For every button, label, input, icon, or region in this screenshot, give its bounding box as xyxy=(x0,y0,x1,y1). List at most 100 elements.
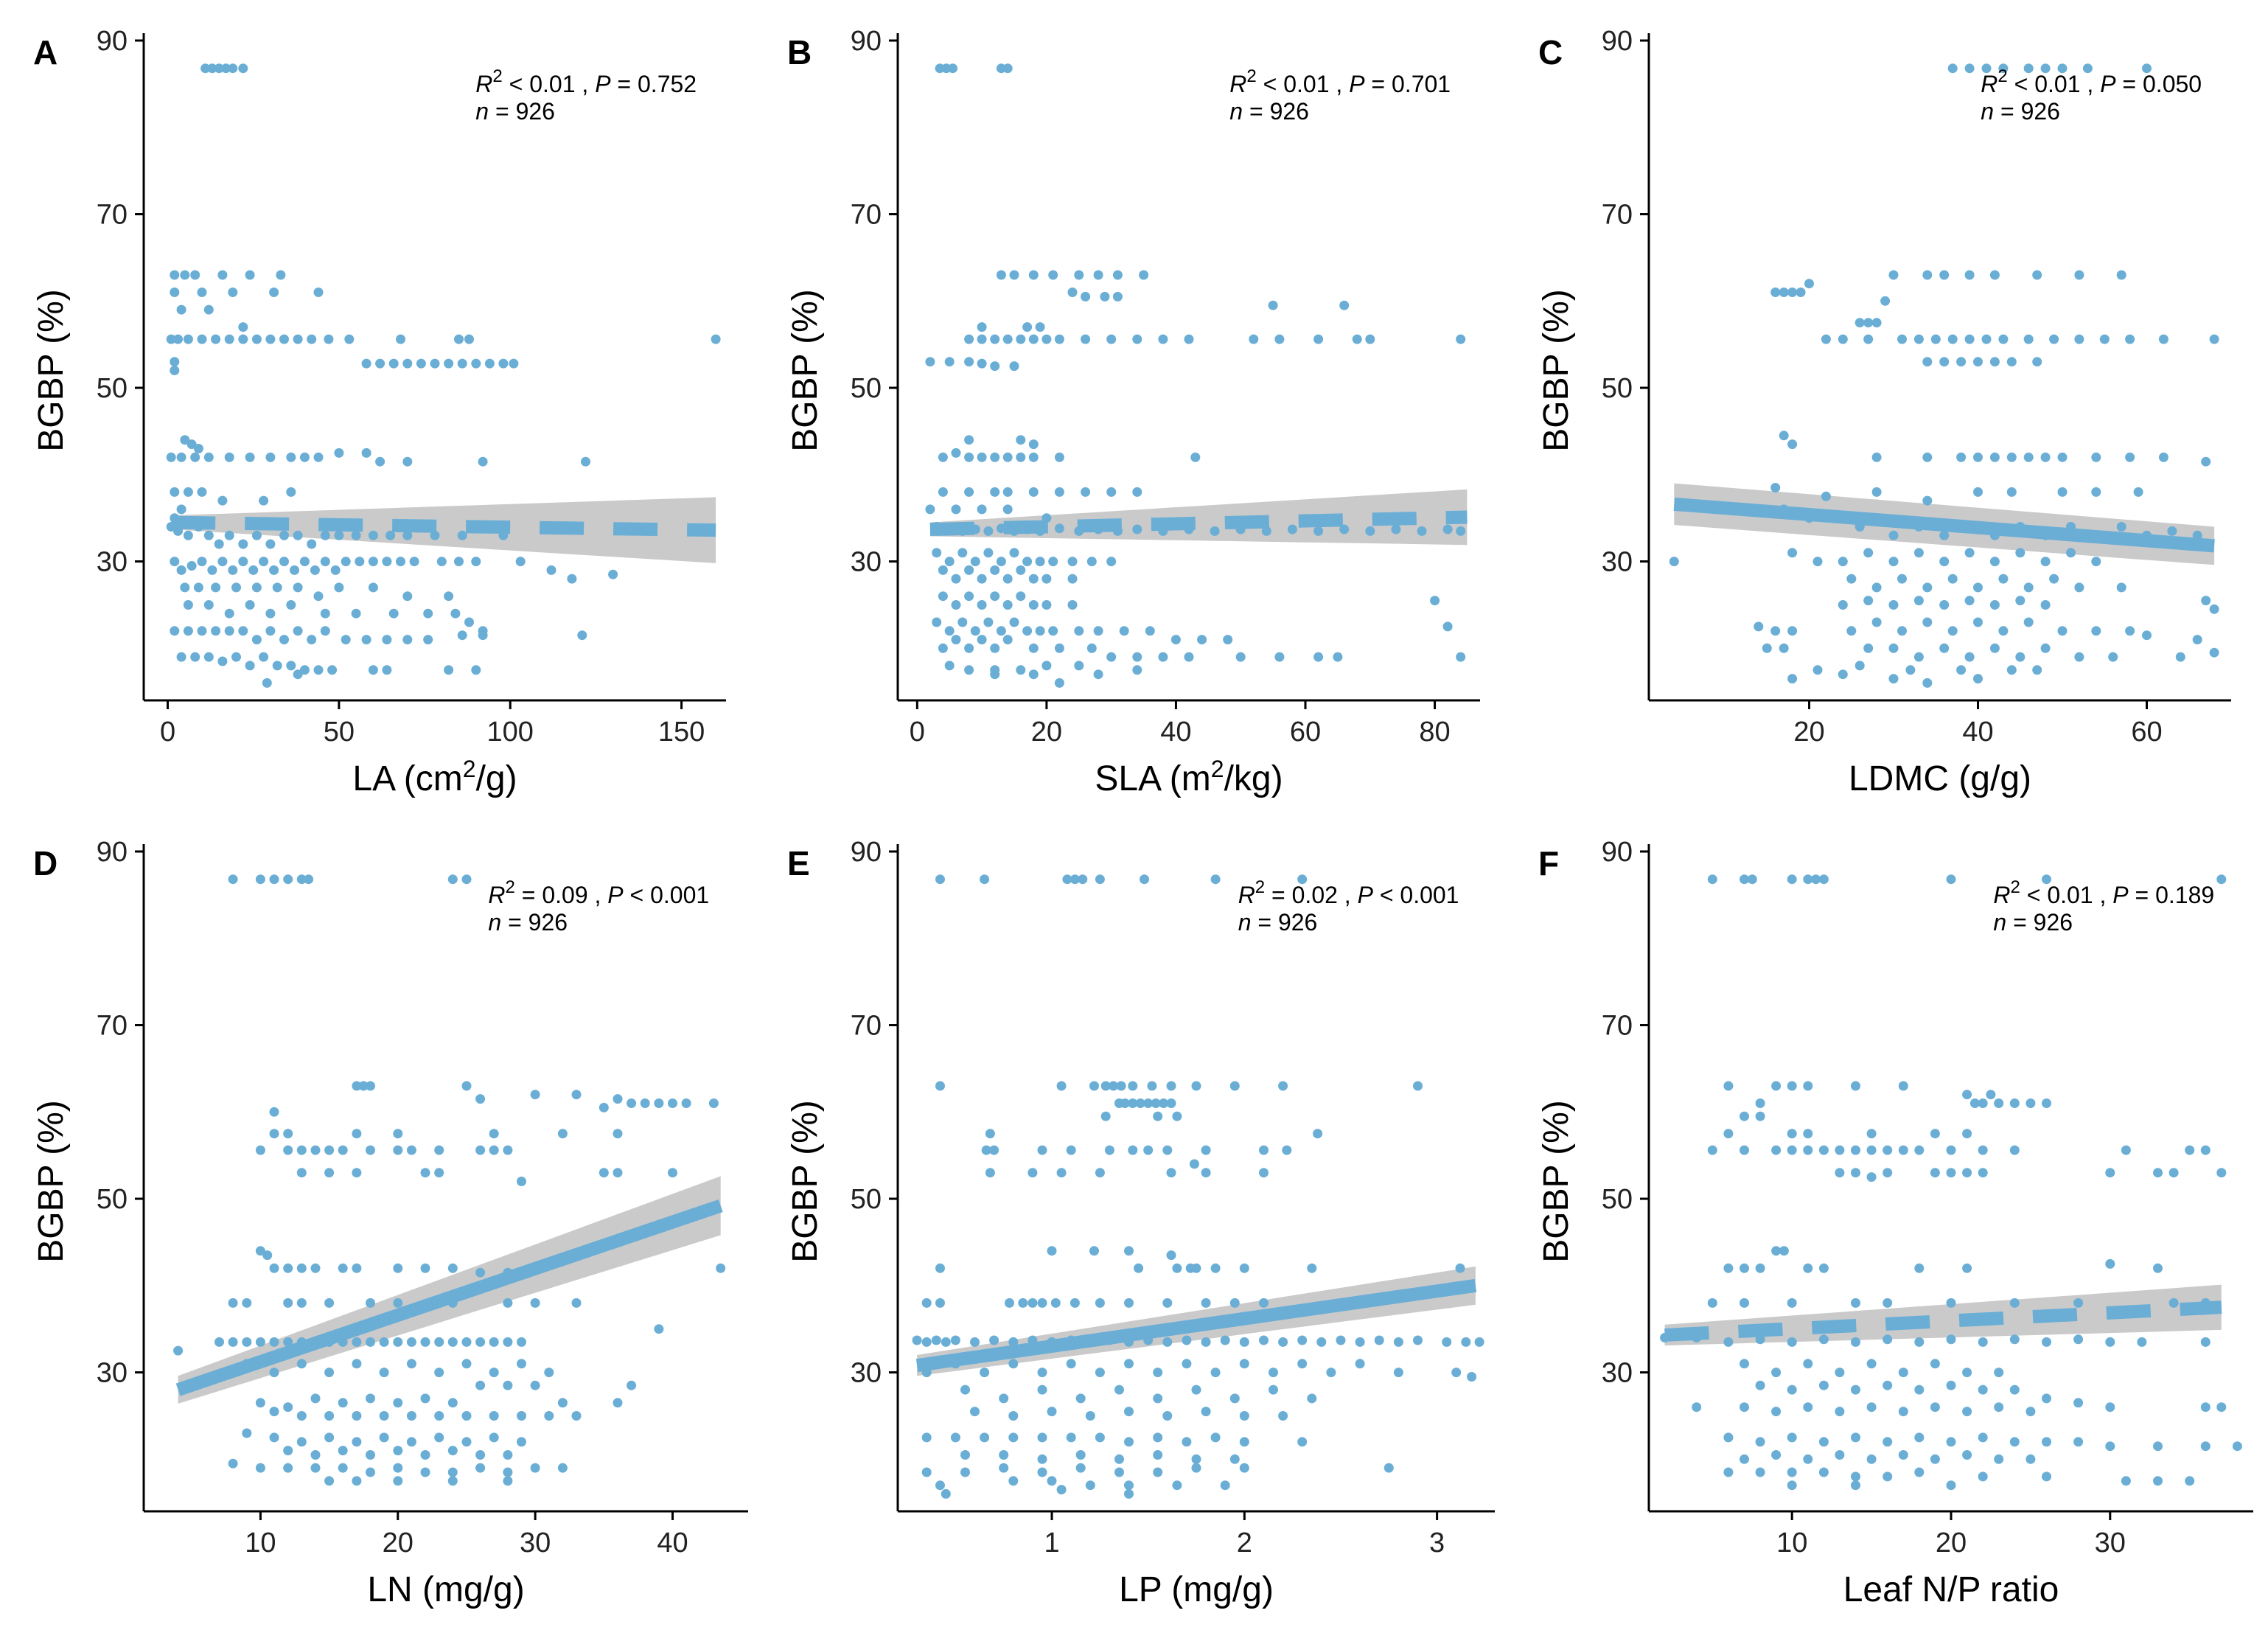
data-point xyxy=(1041,574,1052,584)
data-point xyxy=(1939,270,1950,280)
data-point xyxy=(1930,334,1941,344)
data-point xyxy=(402,591,413,602)
data-point xyxy=(2057,626,2068,636)
data-point xyxy=(1339,524,1350,534)
data-point xyxy=(2032,270,2042,280)
confidence-band xyxy=(178,1176,721,1404)
data-point xyxy=(1159,1098,1169,1108)
data-point xyxy=(1692,1402,1702,1413)
data-point xyxy=(1898,1450,1908,1460)
data-point xyxy=(1048,626,1058,636)
data-point xyxy=(1249,334,1259,344)
data-point xyxy=(1326,1368,1336,1378)
regression-line xyxy=(175,1199,723,1396)
data-point xyxy=(983,617,994,627)
data-point xyxy=(366,1081,375,1091)
data-point xyxy=(1897,334,1907,344)
data-point xyxy=(176,652,186,662)
data-point xyxy=(1182,1359,1192,1369)
data-point xyxy=(224,334,234,344)
data-point xyxy=(1905,665,1916,675)
data-point xyxy=(361,635,371,645)
data-point xyxy=(2009,1334,2020,1345)
data-point xyxy=(941,1488,951,1499)
data-point xyxy=(447,1467,458,1477)
data-point xyxy=(1818,1467,1829,1477)
data-point xyxy=(503,1337,513,1347)
data-point xyxy=(1134,1263,1144,1273)
data-point xyxy=(1028,669,1039,680)
data-point xyxy=(951,504,961,515)
data-point xyxy=(2167,526,2177,536)
data-point xyxy=(1016,435,1026,445)
data-point xyxy=(1456,334,1466,344)
data-point xyxy=(1022,557,1033,567)
data-point xyxy=(1172,1480,1182,1491)
data-point xyxy=(530,1463,540,1473)
data-point xyxy=(951,447,961,458)
data-point xyxy=(2153,1263,2163,1273)
panel-b: 30 50 70 90 0 20 40 60 80 B BGBP (%) SLA (m2/kg) R2 … xyxy=(786,26,1480,798)
data-point xyxy=(2066,548,2076,558)
data-point xyxy=(406,1437,416,1447)
data-point xyxy=(2023,334,2034,344)
data-point xyxy=(2057,452,2068,462)
data-point xyxy=(2042,1437,2051,1447)
data-point xyxy=(1898,1145,1908,1155)
data-point xyxy=(1066,1145,1076,1155)
data-point xyxy=(396,334,405,344)
data-point xyxy=(2153,1168,2163,1178)
regression-line xyxy=(1664,1300,2222,1342)
data-point xyxy=(338,1463,348,1473)
data-point xyxy=(176,452,186,462)
data-point xyxy=(1197,635,1207,645)
x-tick-label: 3 xyxy=(1429,1528,1445,1558)
data-point xyxy=(613,1129,623,1139)
data-point xyxy=(950,1335,960,1345)
data-point xyxy=(238,63,248,74)
data-point xyxy=(393,1337,403,1347)
data-point xyxy=(176,565,186,575)
data-point xyxy=(1803,1145,1813,1155)
data-point xyxy=(1787,1298,1797,1308)
data-point xyxy=(1914,1467,1925,1477)
data-point xyxy=(1998,626,2009,636)
regression-line xyxy=(171,515,716,537)
confidence-band xyxy=(929,489,1468,546)
data-point xyxy=(375,456,385,467)
regression-line xyxy=(1673,497,2215,553)
data-point xyxy=(1897,574,1907,584)
data-point xyxy=(977,504,987,515)
data-point xyxy=(2040,452,2051,462)
data-point xyxy=(1922,270,1933,280)
data-point xyxy=(1998,574,2009,584)
data-point xyxy=(1946,1334,1956,1345)
y-tick-label: 90 xyxy=(851,837,882,868)
data-point xyxy=(228,1298,238,1308)
panel-letter: E xyxy=(787,844,810,882)
data-point xyxy=(1085,1411,1095,1421)
data-point xyxy=(406,1145,416,1155)
data-point xyxy=(1413,1081,1423,1091)
data-point xyxy=(1201,1145,1211,1155)
data-point xyxy=(1268,300,1278,310)
data-point xyxy=(2125,626,2135,636)
data-point xyxy=(2105,1441,2115,1452)
data-point xyxy=(1803,1359,1813,1369)
data-point xyxy=(361,358,371,369)
data-point xyxy=(1973,582,1983,593)
data-point xyxy=(1047,1246,1057,1256)
data-point xyxy=(245,661,255,671)
data-point xyxy=(368,530,378,540)
data-point xyxy=(1153,1450,1163,1460)
data-point xyxy=(1863,318,1874,328)
data-point xyxy=(1191,1463,1201,1473)
data-point xyxy=(951,574,961,584)
data-point xyxy=(457,358,467,369)
data-point xyxy=(434,1145,444,1155)
data-point xyxy=(1028,643,1039,653)
data-point xyxy=(530,1380,540,1390)
data-point xyxy=(1085,1480,1095,1491)
data-point xyxy=(382,635,392,645)
data-point xyxy=(279,557,289,567)
